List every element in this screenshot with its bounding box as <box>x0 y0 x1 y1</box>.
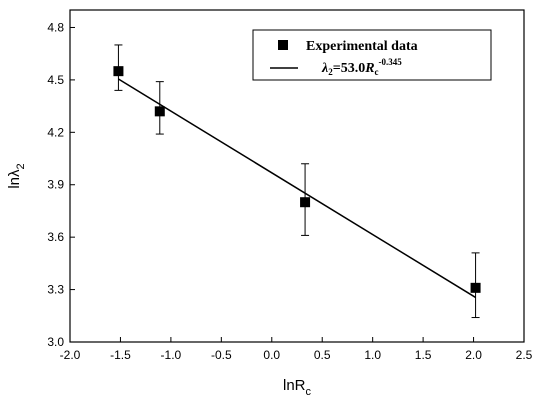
x-tick-label: 2.0 <box>465 348 482 362</box>
y-tick-label: 3.9 <box>47 178 64 192</box>
y-tick-label: 4.5 <box>47 73 64 87</box>
legend-label-experimental: Experimental data <box>306 39 418 54</box>
legend-label-fit: λ2=53.0Rc-0.345 <box>321 57 402 77</box>
y-tick-label: 3.0 <box>47 335 64 349</box>
y-axis-title: lnλ2 <box>6 163 27 188</box>
x-tick-label: 2.5 <box>516 348 533 362</box>
x-tick-label: 1.0 <box>364 348 381 362</box>
data-point-square <box>300 197 311 208</box>
plot-area <box>69 9 525 343</box>
data-point-square <box>113 66 124 77</box>
data-point-square <box>470 282 481 293</box>
x-tick-label: 1.5 <box>415 348 432 362</box>
x-axis-ticks: -2.0 -1.5 -1.0 -0.5 0.0 0.5 1.0 1.5 2.0 2.5 <box>60 337 533 362</box>
data-points <box>113 66 481 293</box>
legend: Experimental data λ2=53.0Rc-0.345 <box>252 29 492 81</box>
x-tick-label: -1.5 <box>110 348 131 362</box>
error-bars <box>114 44 480 319</box>
x-axis-title: lnRc <box>283 377 312 398</box>
fit-line <box>118 78 476 299</box>
x-tick-label: -2.0 <box>60 348 81 362</box>
y-tick-label: 4.8 <box>47 20 64 34</box>
data-point-square <box>154 106 165 117</box>
fit-line-layer <box>118 78 476 299</box>
legend-marker-square <box>278 40 288 50</box>
y-tick-label: 4.2 <box>47 125 64 139</box>
y-tick-label: 3.6 <box>47 230 64 244</box>
y-axis-ticks: 3.0 3.3 3.6 3.9 4.2 4.5 4.8 <box>47 20 75 349</box>
x-tick-label: -1.0 <box>161 348 182 362</box>
x-tick-label: 0.0 <box>263 348 280 362</box>
x-tick-label: -0.5 <box>211 348 232 362</box>
x-tick-label: 0.5 <box>314 348 331 362</box>
legend-box <box>252 29 492 81</box>
y-tick-label: 3.3 <box>47 283 64 297</box>
